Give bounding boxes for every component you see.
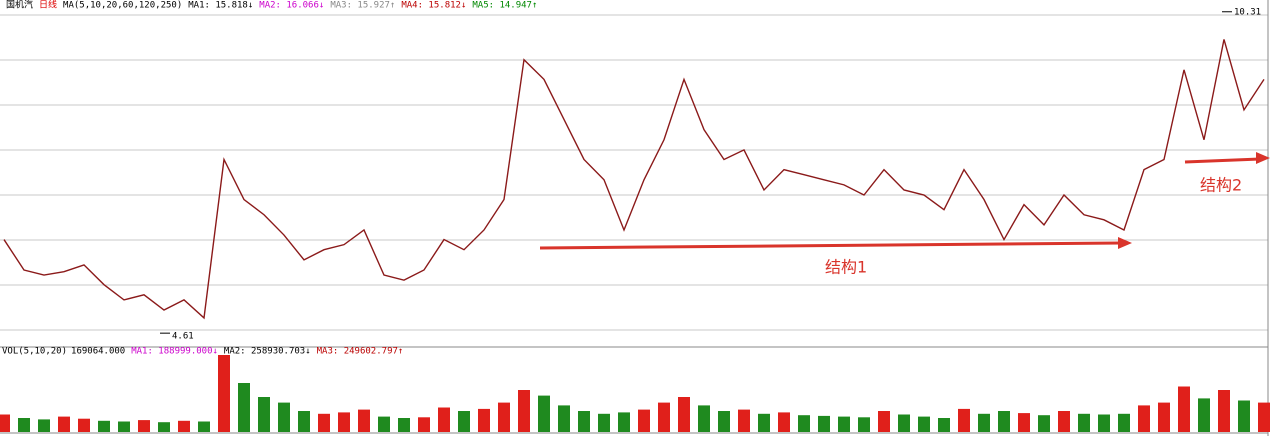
header-item: 国机汽 xyxy=(6,0,33,11)
volume-bar xyxy=(518,390,530,432)
price-line xyxy=(3,39,1265,320)
volume-bar xyxy=(698,405,710,432)
arrow-head xyxy=(1256,152,1270,164)
volume-bar xyxy=(478,408,490,432)
volume-bar xyxy=(78,418,90,432)
volume-bar xyxy=(658,402,670,432)
volume-bar xyxy=(1198,398,1210,432)
volume-label: VOL(5,10,20) xyxy=(2,347,67,357)
volume-bar xyxy=(158,422,170,432)
volume-bar xyxy=(258,397,270,432)
volume-bar xyxy=(198,421,210,432)
header-item: MA2: 16.066↓ xyxy=(259,1,324,11)
volume-bar xyxy=(978,413,990,432)
annotation: 结构1 xyxy=(825,258,867,277)
header-item: MA1: 15.818↓ xyxy=(188,1,253,11)
volume-bar xyxy=(498,402,510,432)
volume-item: 169064.000 xyxy=(71,347,125,357)
volume-item: MA2: 258930.703↓ xyxy=(224,347,311,357)
volume-bar xyxy=(638,409,650,432)
volume-bar xyxy=(678,397,690,432)
volume-bar xyxy=(1118,413,1130,432)
volume-bar xyxy=(998,411,1010,432)
volume-bar xyxy=(1158,402,1170,432)
volume-bar xyxy=(438,407,450,432)
volume-bar xyxy=(878,411,890,432)
volume-bar xyxy=(1058,411,1070,432)
volume-bar xyxy=(918,416,930,432)
volume-bar xyxy=(118,421,130,432)
volume-bar xyxy=(1218,390,1230,432)
volume-bar xyxy=(298,411,310,432)
volume-bar xyxy=(418,417,430,432)
volume-bar xyxy=(818,415,830,432)
volume-header: VOL(5,10,20) 169064.000 MA1: 188999.000↓ MA… xyxy=(2,347,403,357)
volume-bar xyxy=(98,420,110,432)
volume-bar xyxy=(278,402,290,432)
volume-bar xyxy=(718,411,730,432)
volume-bar xyxy=(1078,413,1090,432)
volume-bar xyxy=(858,417,870,432)
volume-bar xyxy=(358,409,370,432)
header-item: MA4: 15.812↓ xyxy=(401,1,466,11)
volume-item: MA1: 188999.000↓ xyxy=(131,347,218,357)
volume-bar xyxy=(738,409,750,432)
volume-bar xyxy=(338,412,350,432)
header-item: MA3: 15.927↑ xyxy=(330,1,395,11)
volume-bar xyxy=(18,418,30,432)
volume-bar xyxy=(1038,415,1050,432)
arrow-head xyxy=(1118,237,1132,249)
volume-bar xyxy=(838,416,850,432)
arrow-line xyxy=(1184,157,1261,164)
volume-bar xyxy=(0,414,10,432)
volume-bar xyxy=(58,416,70,432)
volume-bar xyxy=(598,413,610,432)
arrow-line xyxy=(539,241,1123,250)
volume-bar xyxy=(178,420,190,432)
volume-bar xyxy=(458,411,470,432)
structure-arrows xyxy=(539,152,1270,250)
header-item: MA(5,10,20,60,120,250) xyxy=(63,1,182,11)
plot xyxy=(0,11,1270,432)
volume-bar xyxy=(618,412,630,432)
volume-bar xyxy=(138,420,150,432)
volume-bar xyxy=(1018,413,1030,432)
volume-bar xyxy=(538,395,550,432)
high-label: 10.31 xyxy=(1234,8,1261,18)
volume-bar xyxy=(1258,402,1270,432)
volume-bar xyxy=(1238,400,1250,432)
header: 国机汽 日线 MA(5,10,20,60,120,250) MA1: 15.818↓ M… xyxy=(6,0,537,11)
volume-bar xyxy=(938,418,950,432)
volume-bar xyxy=(38,419,50,432)
volume-bar xyxy=(378,416,390,432)
volume-bar xyxy=(558,405,570,432)
volume-bar xyxy=(238,383,250,432)
volume-bar xyxy=(778,412,790,432)
volume-bar xyxy=(1178,386,1190,432)
volume-bar xyxy=(1098,414,1110,432)
header-item: 日线 xyxy=(39,0,57,11)
volume-bar xyxy=(578,411,590,432)
volume-bar xyxy=(758,413,770,432)
annotation: 结构2 xyxy=(1200,176,1242,195)
volume-bar xyxy=(898,414,910,432)
volume-bar xyxy=(318,413,330,432)
volume-bar xyxy=(218,355,230,432)
volume-bar xyxy=(1138,405,1150,432)
volume-bar xyxy=(958,408,970,432)
volume-item: MA3: 249602.797↑ xyxy=(317,347,404,357)
header-item: MA5: 14.947↑ xyxy=(472,1,537,11)
volume-bar xyxy=(798,415,810,432)
volume-bar xyxy=(398,418,410,432)
low-label: 4.61 xyxy=(172,332,194,342)
